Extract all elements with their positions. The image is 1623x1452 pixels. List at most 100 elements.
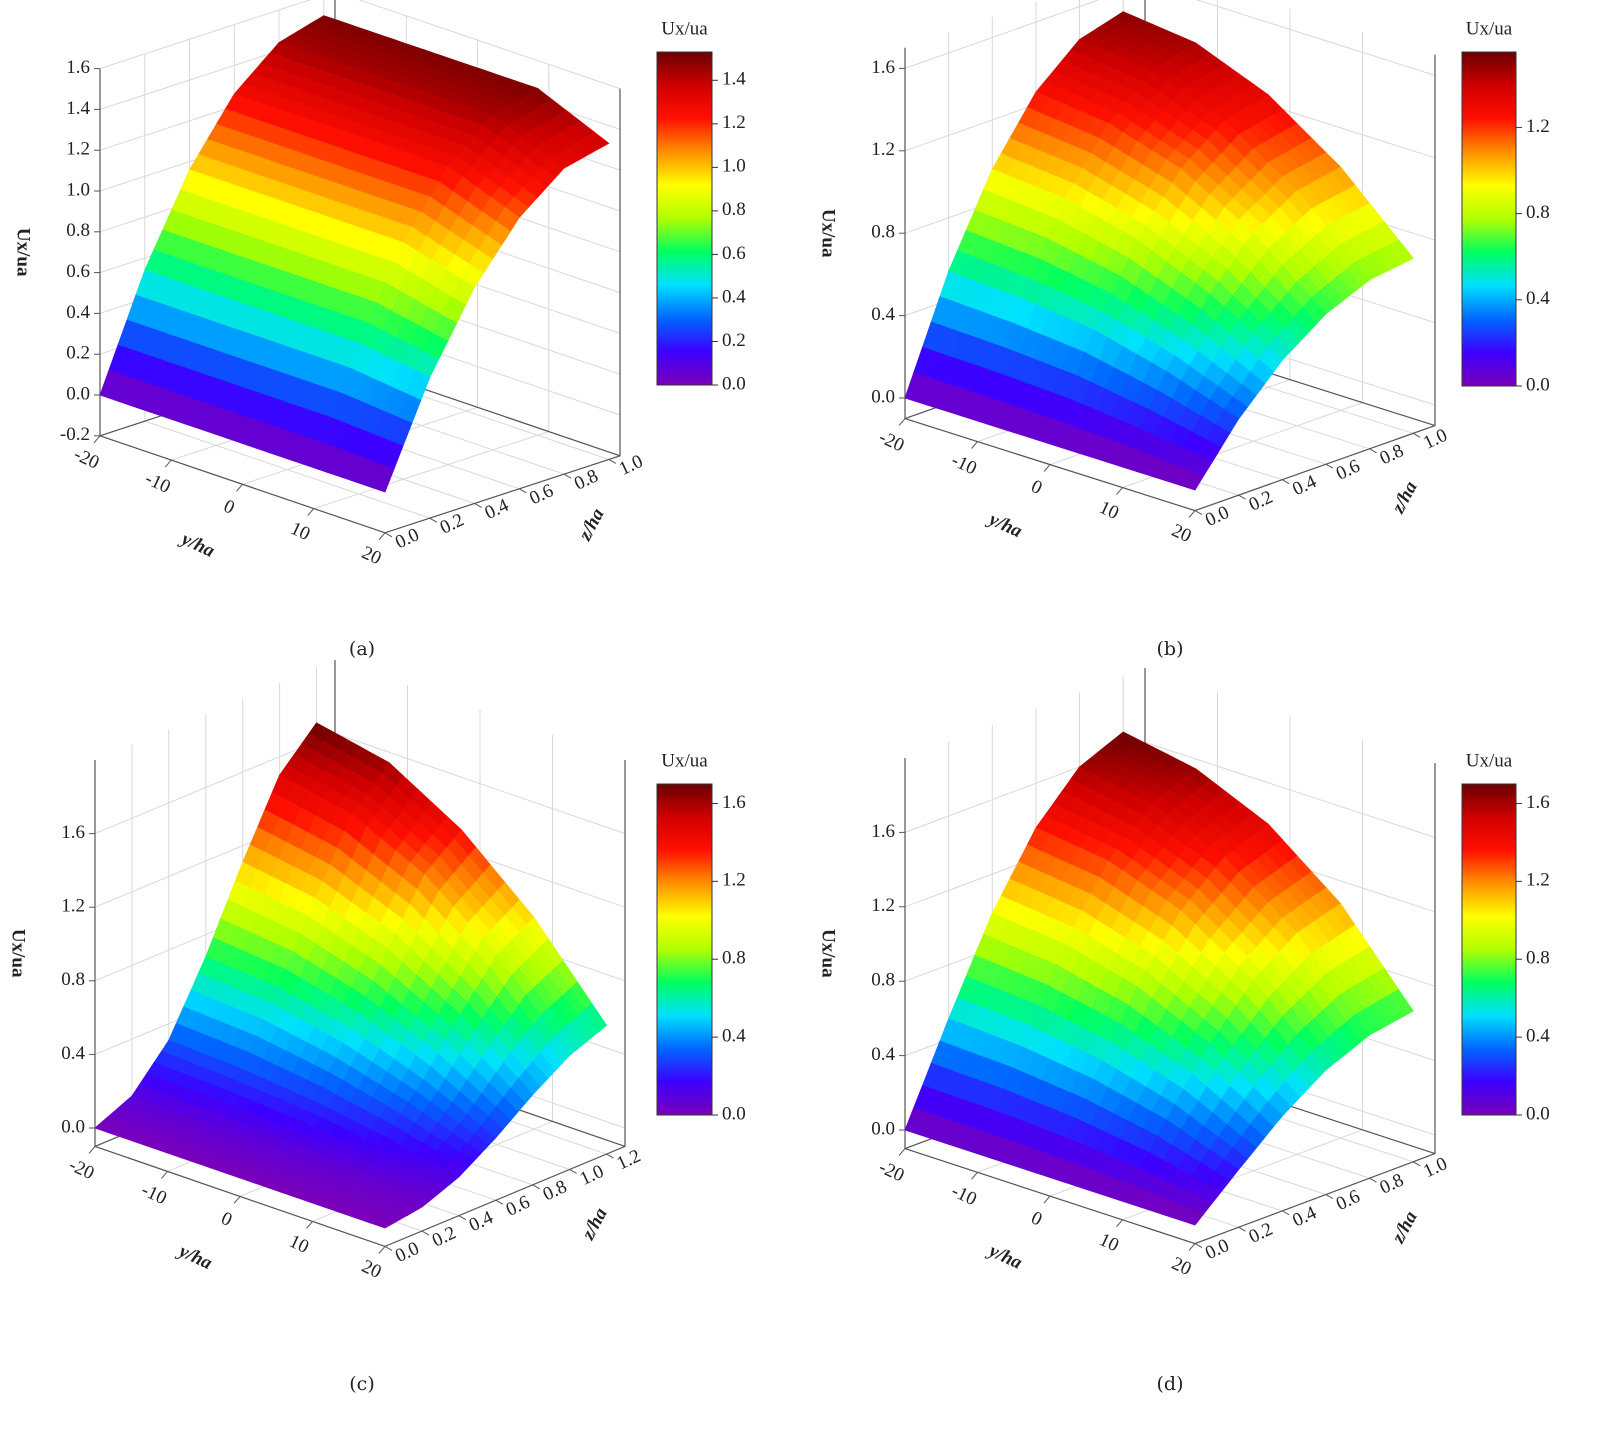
colorbar-tick-label: 0.4 <box>1526 1025 1550 1046</box>
panel-label: (d) <box>1157 1373 1184 1395</box>
tick-mark <box>898 418 906 426</box>
tick-mark <box>971 441 978 449</box>
tick-mark <box>1116 487 1123 495</box>
surface <box>904 11 1414 491</box>
z-tick-label: 1.2 <box>871 139 895 160</box>
tick-mark <box>519 488 527 494</box>
tick-mark <box>532 1184 540 1190</box>
tick-mark <box>378 1246 386 1254</box>
tick-mark <box>161 1171 168 1179</box>
tick-mark <box>233 1196 241 1204</box>
tick-mark <box>1238 1226 1246 1232</box>
z-tick-label: 0.0 <box>61 1116 85 1137</box>
z-tick-label: 1.2 <box>61 896 85 917</box>
z-tick-label: 1.4 <box>66 98 90 119</box>
panel-label: (b) <box>1157 638 1184 660</box>
z-tick-label: 0.8 <box>66 220 90 241</box>
z-tick-label: 1.6 <box>871 821 895 842</box>
z-tick-label: 0.8 <box>871 222 895 243</box>
colorbar-tick-label: 0.4 <box>1526 288 1550 309</box>
grid-line <box>904 0 1436 76</box>
tick-mark <box>971 1172 978 1180</box>
tick-mark <box>1369 1177 1377 1183</box>
colorbar-tick-label: 0.8 <box>722 948 746 969</box>
tick-mark <box>236 483 243 492</box>
z-tick-label: 1.6 <box>66 57 90 78</box>
colorbar-tick-label: 0.8 <box>722 199 746 220</box>
tick-mark <box>1188 1243 1196 1251</box>
tick-mark <box>608 459 617 464</box>
tick-mark <box>1412 1161 1421 1167</box>
z-tick-label: 0.8 <box>61 969 85 990</box>
panel-label: (c) <box>349 1373 374 1395</box>
colorbar-tick-label: 0.0 <box>722 373 746 394</box>
tick-mark <box>88 1146 96 1154</box>
z-axis-label: Ux/ua <box>818 209 839 258</box>
z-tick-label: 1.6 <box>871 57 895 78</box>
tick-mark <box>1116 1219 1123 1228</box>
colorbar-tick-label: 1.2 <box>1526 116 1550 137</box>
z-tick-label: 0.2 <box>66 343 90 364</box>
colorbar-tick-label: 1.6 <box>1526 792 1550 813</box>
tick-mark <box>384 532 393 538</box>
colorbar-tick-label: 1.4 <box>722 69 746 90</box>
tick-mark <box>429 517 438 523</box>
surface-patch <box>370 463 395 493</box>
tick-mark <box>563 473 572 479</box>
colorbar-tick-label: 0.0 <box>1526 374 1550 395</box>
z-tick-label: 0.8 <box>871 970 895 991</box>
colorbar-title: Ux/ua <box>1466 750 1513 771</box>
tick-mark <box>384 1245 393 1251</box>
colorbar-tick-label: 0.2 <box>722 330 746 351</box>
z-tick-label: 0.4 <box>871 1044 895 1065</box>
z-tick-label: 0.0 <box>66 383 90 404</box>
colorbar-tick-label: 0.8 <box>1526 202 1550 223</box>
tick-mark <box>1412 432 1421 438</box>
tick-mark <box>1188 510 1196 518</box>
colorbar-tick-label: 0.0 <box>722 1103 746 1124</box>
colorbar-tick-label: 0.4 <box>722 286 746 307</box>
z-tick-label: 0.6 <box>66 261 90 282</box>
colorbar-tick-label: 1.2 <box>722 112 746 133</box>
colorbar-tick-label: 0.8 <box>1526 948 1550 969</box>
tick-mark <box>569 1169 577 1174</box>
z-tick-label: 0.4 <box>61 1043 85 1064</box>
tick-mark <box>378 532 386 541</box>
tick-mark <box>474 503 482 508</box>
colorbar-tick-label: 0.0 <box>1526 1103 1550 1124</box>
colorbar-tick-label: 0.4 <box>722 1025 746 1046</box>
tick-mark <box>1325 463 1334 469</box>
colorbar-title: Ux/ua <box>661 750 708 771</box>
z-tick-label: 0.4 <box>871 304 895 325</box>
colorbar-tick-label: 0.6 <box>722 243 746 264</box>
z-tick-label: 1.6 <box>61 822 85 843</box>
colorbar <box>656 783 713 1116</box>
tick-mark <box>164 459 172 468</box>
colorbar-title: Ux/ua <box>661 18 708 39</box>
surface <box>904 731 1414 1226</box>
z-tick-label: 1.2 <box>66 139 90 160</box>
colorbar-tick-label: 1.2 <box>1526 870 1550 891</box>
tick-mark <box>898 1148 906 1156</box>
tick-mark <box>1369 448 1377 454</box>
surface-patch <box>369 1218 394 1229</box>
colorbar-title: Ux/ua <box>1466 18 1513 39</box>
surface-patch <box>1179 469 1205 491</box>
z-axis-label: Ux/ua <box>13 228 34 277</box>
tick-mark <box>1194 1243 1203 1249</box>
z-tick-label: 1.0 <box>66 179 90 200</box>
tick-mark <box>495 1199 504 1205</box>
colorbar-tick-label: 1.2 <box>722 870 746 891</box>
tick-mark <box>1043 464 1051 472</box>
tick-mark <box>458 1215 467 1221</box>
tick-mark <box>306 1221 313 1229</box>
surface <box>99 15 610 493</box>
tick-mark <box>1238 494 1246 500</box>
z-tick-label: -0.2 <box>60 424 90 445</box>
surface <box>94 722 608 1229</box>
z-tick-label: 0.0 <box>871 386 895 407</box>
tick-mark <box>307 508 315 516</box>
tick-mark <box>606 1153 614 1159</box>
colorbar <box>1461 783 1517 1116</box>
tick-mark <box>1282 479 1290 485</box>
